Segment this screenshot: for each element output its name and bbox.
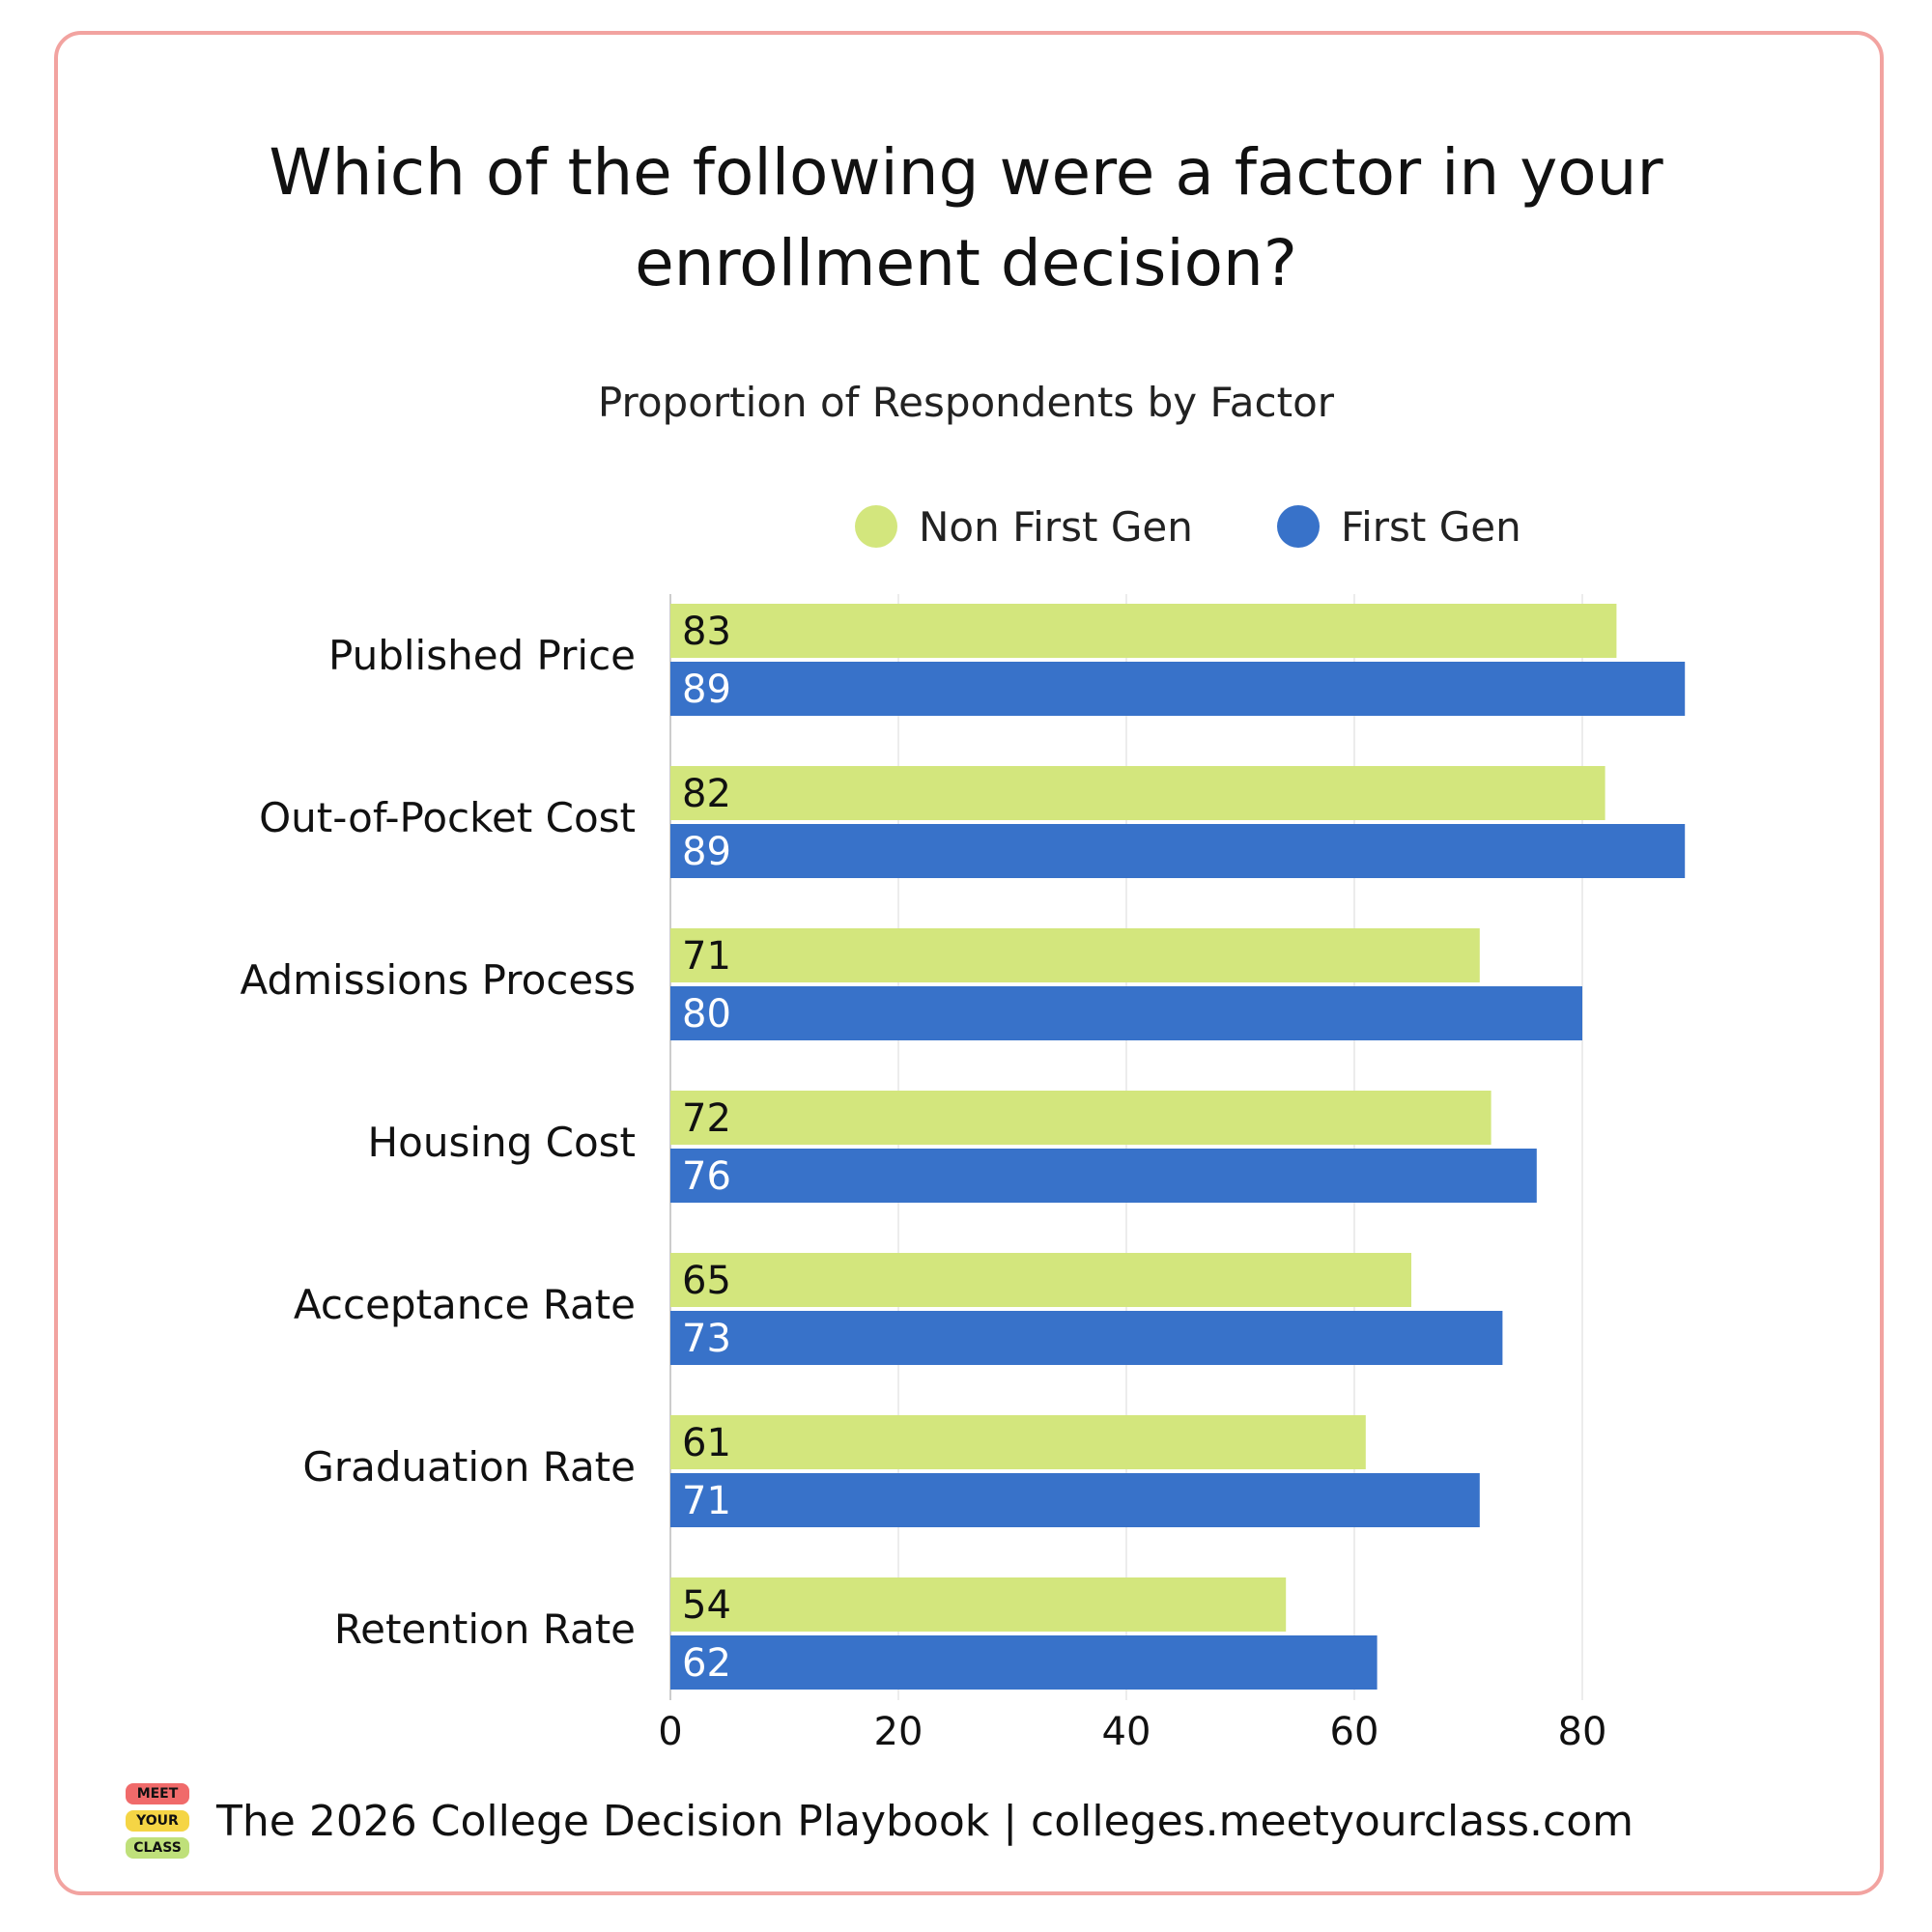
category-label: Retention Rate <box>334 1605 636 1653</box>
logo-line-3: CLASS <box>126 1837 189 1859</box>
category-label: Housing Cost <box>368 1119 636 1166</box>
logo-line-1: MEET <box>126 1783 189 1804</box>
data-label: 72 <box>682 1096 731 1141</box>
bar-non-first-gen <box>670 928 1480 982</box>
category-label: Admissions Process <box>240 956 636 1004</box>
title-line-2: enrollment decision? <box>635 226 1297 300</box>
x-tick-label: 0 <box>658 1710 682 1754</box>
category-label: Published Price <box>328 632 636 679</box>
footer-text: The 2026 College Decision Playbook | col… <box>216 1796 1634 1846</box>
bar-first-gen <box>670 986 1582 1040</box>
bar-first-gen <box>670 662 1686 716</box>
category-label: Acceptance Rate <box>294 1281 636 1328</box>
bar-first-gen <box>670 1311 1503 1365</box>
bar-first-gen <box>670 824 1686 878</box>
page-title: Which of the following were a factor in … <box>0 128 1932 309</box>
bar-non-first-gen <box>670 1415 1366 1469</box>
data-label: 54 <box>682 1583 731 1628</box>
legend-label-non-first-gen: Non First Gen <box>919 502 1193 551</box>
bar-non-first-gen <box>670 1253 1411 1307</box>
x-tick-label: 20 <box>874 1710 923 1754</box>
footer: MEET YOUR CLASS The 2026 College Decisio… <box>126 1777 1634 1864</box>
legend-swatch-non-first-gen <box>855 505 897 548</box>
data-label: 89 <box>682 830 731 874</box>
legend-item-non-first-gen: Non First Gen <box>855 502 1193 551</box>
bar-first-gen <box>670 1473 1480 1527</box>
bar-first-gen <box>670 1635 1378 1690</box>
title-line-1: Which of the following were a factor in … <box>269 135 1663 210</box>
legend-label-first-gen: First Gen <box>1341 502 1521 551</box>
bar-non-first-gen <box>670 1091 1492 1145</box>
chart-subtitle: Proportion of Respondents by Factor <box>597 379 1335 426</box>
data-label: 71 <box>682 1479 731 1523</box>
data-label: 80 <box>682 992 731 1037</box>
x-tick-label: 80 <box>1558 1710 1607 1754</box>
chart-legend: Non First Gen First Gen <box>0 502 1932 551</box>
data-label: 76 <box>682 1154 731 1199</box>
legend-item-first-gen: First Gen <box>1277 502 1521 551</box>
data-label: 61 <box>682 1421 731 1465</box>
bar-non-first-gen <box>670 604 1617 658</box>
data-label: 89 <box>682 668 731 712</box>
legend-swatch-first-gen <box>1277 505 1320 548</box>
meetyourclass-logo: MEET YOUR CLASS <box>126 1783 189 1859</box>
data-label: 71 <box>682 934 731 979</box>
data-label: 73 <box>682 1317 731 1361</box>
x-tick-label: 40 <box>1102 1710 1151 1754</box>
data-label: 83 <box>682 610 731 654</box>
data-label: 82 <box>682 772 731 816</box>
bar-non-first-gen <box>670 766 1605 820</box>
x-tick-label: 60 <box>1330 1710 1379 1754</box>
data-label: 62 <box>682 1641 731 1686</box>
logo-line-2: YOUR <box>126 1810 189 1832</box>
category-label: Graduation Rate <box>302 1443 636 1491</box>
bar-non-first-gen <box>670 1577 1287 1632</box>
data-label: 65 <box>682 1259 731 1303</box>
bar-first-gen <box>670 1149 1537 1203</box>
category-label: Out-of-Pocket Cost <box>259 794 636 841</box>
